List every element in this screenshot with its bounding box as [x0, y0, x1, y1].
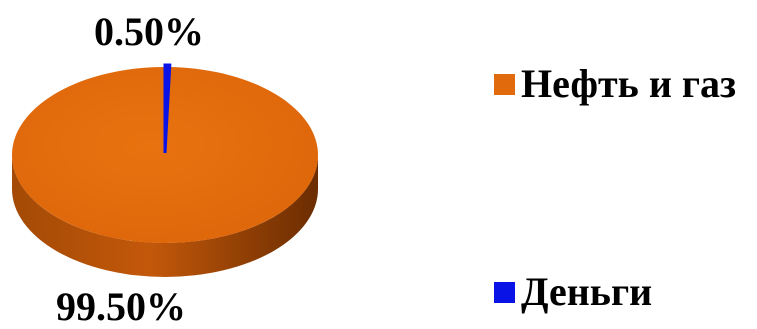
legend-swatch-oil-gas — [494, 73, 515, 95]
pie-side-face — [12, 155, 318, 277]
pie-slice-oil-gas — [12, 67, 319, 243]
pie-side — [12, 155, 318, 277]
data-label-oil-gas: 99.50% — [56, 284, 186, 329]
legend-label-oil-gas: Нефть и газ — [521, 61, 737, 106]
legend-label-money: Деньги — [521, 269, 653, 314]
data-label-money: 0.50% — [94, 9, 204, 54]
legend-item-oil-gas: Нефть и газ — [494, 64, 736, 104]
pie-slice-money — [163, 63, 172, 154]
legend-item-money: Деньги — [494, 272, 652, 312]
legend-swatch-money — [494, 281, 515, 303]
